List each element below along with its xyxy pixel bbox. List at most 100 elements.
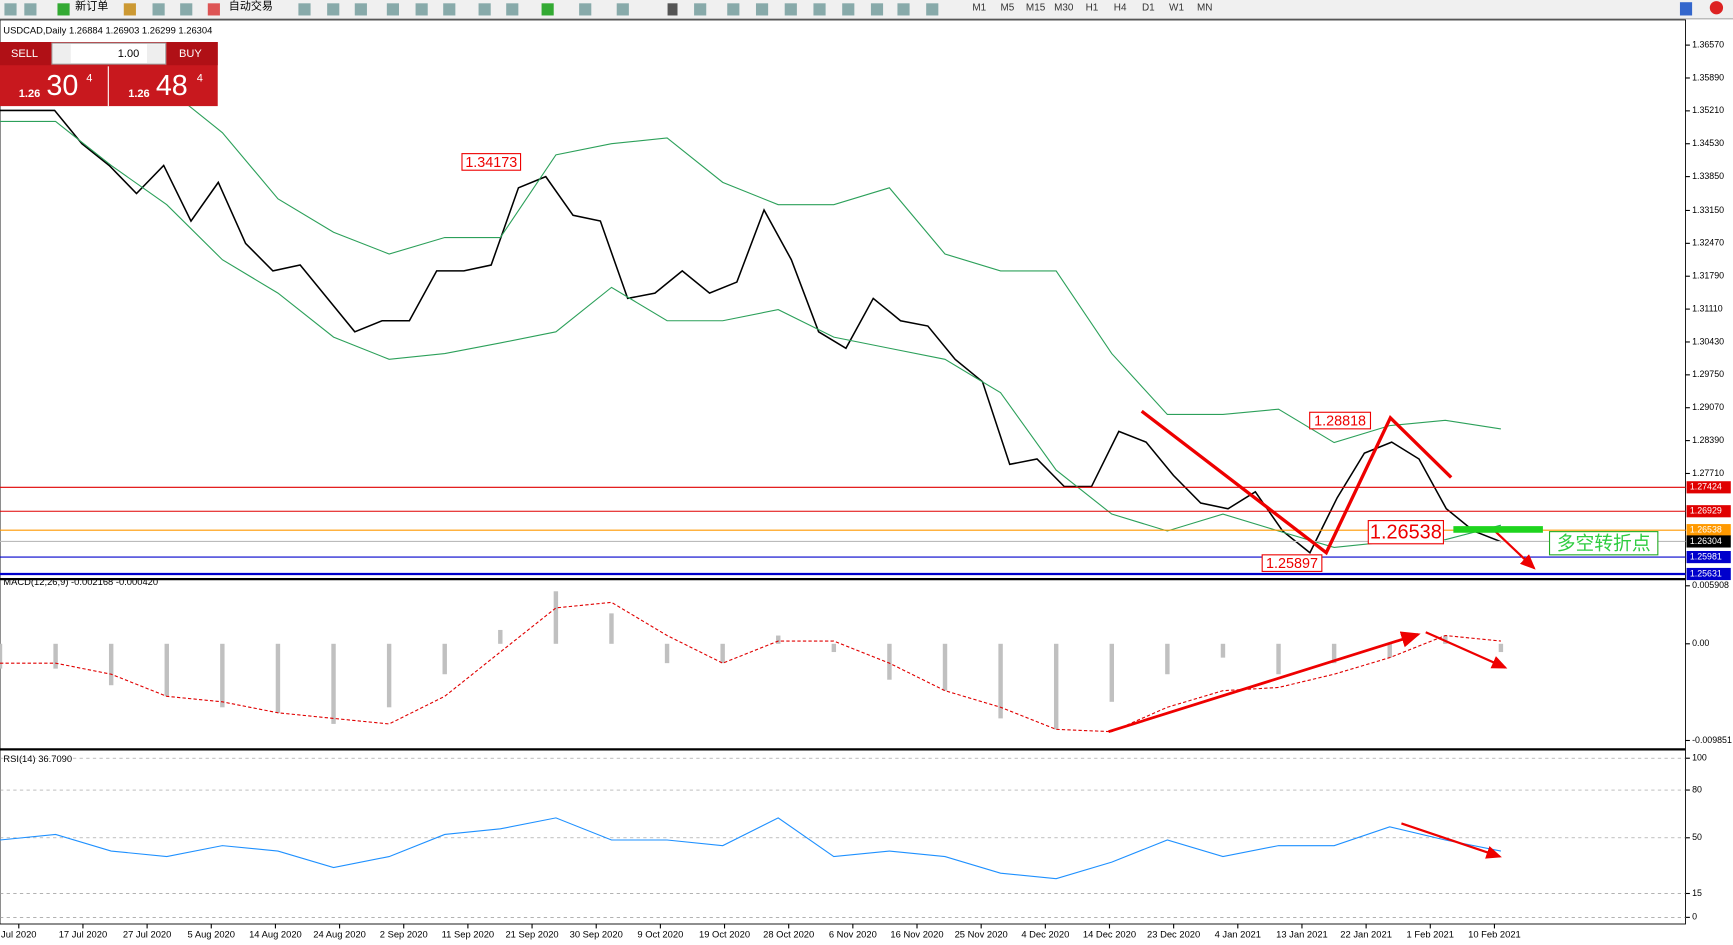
histogram-bar xyxy=(664,643,670,664)
buy-fraction[interactable]: 4 xyxy=(197,72,203,84)
sell-pips[interactable]: 30 xyxy=(46,70,78,102)
icon[interactable] xyxy=(897,3,910,16)
annotation-box xyxy=(1261,554,1323,572)
icon[interactable] xyxy=(667,3,678,16)
icon[interactable] xyxy=(123,3,136,16)
x-tick-label: 16 Nov 2020 xyxy=(890,929,943,940)
icon[interactable] xyxy=(755,3,769,16)
histogram-bar xyxy=(220,643,225,708)
buy-pips[interactable]: 48 xyxy=(156,70,188,102)
histogram-bar xyxy=(108,643,114,686)
y-tick-label: 1.35890 xyxy=(1692,72,1724,82)
sell-button[interactable] xyxy=(0,42,51,66)
icon[interactable] xyxy=(813,3,826,16)
x-tick-label: 2 Sep 2020 xyxy=(380,929,428,940)
annotation: 多空转折点 xyxy=(1557,532,1651,553)
x-tick-label: 4 Dec 2020 xyxy=(1021,929,1069,940)
y-tick-label: 1.30430 xyxy=(1692,336,1724,346)
icon[interactable] xyxy=(4,3,17,16)
sell-price-big[interactable]: 1.26 xyxy=(19,88,41,100)
buy-label[interactable]: BUY xyxy=(179,48,202,60)
y-tick-label: 1.36570 xyxy=(1692,39,1724,49)
icon[interactable] xyxy=(327,3,340,16)
annotation-box xyxy=(1309,411,1372,430)
icon[interactable] xyxy=(784,3,797,16)
icon[interactable] xyxy=(926,3,939,16)
histogram-bar xyxy=(0,643,3,669)
notification[interactable] xyxy=(1709,1,1724,15)
series-line xyxy=(0,120,1502,548)
icon[interactable] xyxy=(1679,2,1693,16)
x-tick-label: 28 Oct 2020 xyxy=(763,929,814,940)
icon[interactable] xyxy=(616,3,629,16)
icon[interactable] xyxy=(541,3,554,16)
series-line xyxy=(0,43,1501,444)
icon[interactable] xyxy=(415,3,428,16)
x-tick-label: 25 Nov 2020 xyxy=(955,929,1008,940)
icon[interactable] xyxy=(57,3,70,16)
icon[interactable] xyxy=(506,3,519,16)
y-tick-label: 0.005908 xyxy=(1692,580,1729,590)
annotation-box xyxy=(1367,520,1444,545)
price-tag-label: 1.26929 xyxy=(1690,506,1722,516)
timeframe[interactable]: M1 xyxy=(972,2,986,13)
icon[interactable] xyxy=(24,3,37,16)
x-tick-label: Jul 2020 xyxy=(1,929,36,940)
timeframe[interactable]: D1 xyxy=(1142,2,1155,13)
price-tag-label: 1.25981 xyxy=(1690,551,1722,561)
histogram-bar xyxy=(1220,643,1226,658)
histogram-bar xyxy=(998,643,1003,719)
y-tick-label: 0.00 xyxy=(1692,638,1709,648)
plot: USDCAD,Daily 1.26884 1.26903 1.26299 1.2… xyxy=(0,24,1732,940)
sell-label[interactable]: SELL xyxy=(11,48,38,60)
timeframe[interactable]: W1 xyxy=(1169,2,1184,13)
timeframe[interactable]: M30 xyxy=(1054,2,1074,13)
buy-price-big[interactable]: 1.26 xyxy=(128,88,150,100)
x-tick-label: 5 Aug 2020 xyxy=(188,929,235,940)
icon[interactable] xyxy=(579,3,592,16)
sell-fraction[interactable]: 4 xyxy=(86,72,92,84)
spin-up[interactable] xyxy=(146,44,165,63)
price-tag xyxy=(1686,481,1731,494)
x-tick-label: 9 Oct 2020 xyxy=(637,929,683,940)
x-tick-label: 6 Nov 2020 xyxy=(829,929,877,940)
timeframe[interactable]: M5 xyxy=(1001,2,1015,13)
y-tick-label: 80 xyxy=(1692,784,1702,794)
icon[interactable] xyxy=(727,3,740,16)
icon[interactable] xyxy=(180,3,193,16)
icon[interactable] xyxy=(842,3,855,16)
icon[interactable] xyxy=(207,3,220,16)
timeframe[interactable]: MN xyxy=(1197,2,1212,13)
icon[interactable] xyxy=(478,3,491,16)
timeframe[interactable]: H1 xyxy=(1086,2,1099,13)
toolbar-button[interactable]: 新订单 xyxy=(75,0,108,13)
toolbar xyxy=(0,0,1733,19)
icon[interactable] xyxy=(386,3,399,16)
timeframe[interactable]: H4 xyxy=(1114,2,1127,13)
price-tag xyxy=(1686,505,1731,518)
icon[interactable] xyxy=(298,3,311,16)
histogram-bar xyxy=(609,613,614,644)
pane-title: MACD(12,26,9) -0.002168 -0.000420 xyxy=(3,576,158,587)
toolbar-button[interactable]: 自动交易 xyxy=(229,0,273,13)
lots[interactable]: 1.00 xyxy=(118,48,140,60)
icon[interactable] xyxy=(354,3,367,16)
histogram-bar xyxy=(831,643,837,653)
icon[interactable] xyxy=(152,3,165,16)
histogram-bar xyxy=(331,643,336,724)
spin-down[interactable] xyxy=(53,44,71,63)
y-tick-label: 1.32470 xyxy=(1692,238,1724,248)
icon[interactable] xyxy=(694,3,707,16)
toolbar-icons xyxy=(4,1,1724,16)
buy-button[interactable] xyxy=(166,42,218,66)
price-tag xyxy=(1686,524,1731,537)
timeframe[interactable]: M15 xyxy=(1026,2,1046,13)
histogram-bar xyxy=(164,643,169,697)
icon[interactable] xyxy=(870,3,884,16)
x-tick-label: 14 Dec 2020 xyxy=(1083,929,1136,940)
x-tick-label: 27 Jul 2020 xyxy=(123,929,171,940)
lots-input[interactable] xyxy=(51,42,167,65)
icon[interactable] xyxy=(443,3,456,16)
